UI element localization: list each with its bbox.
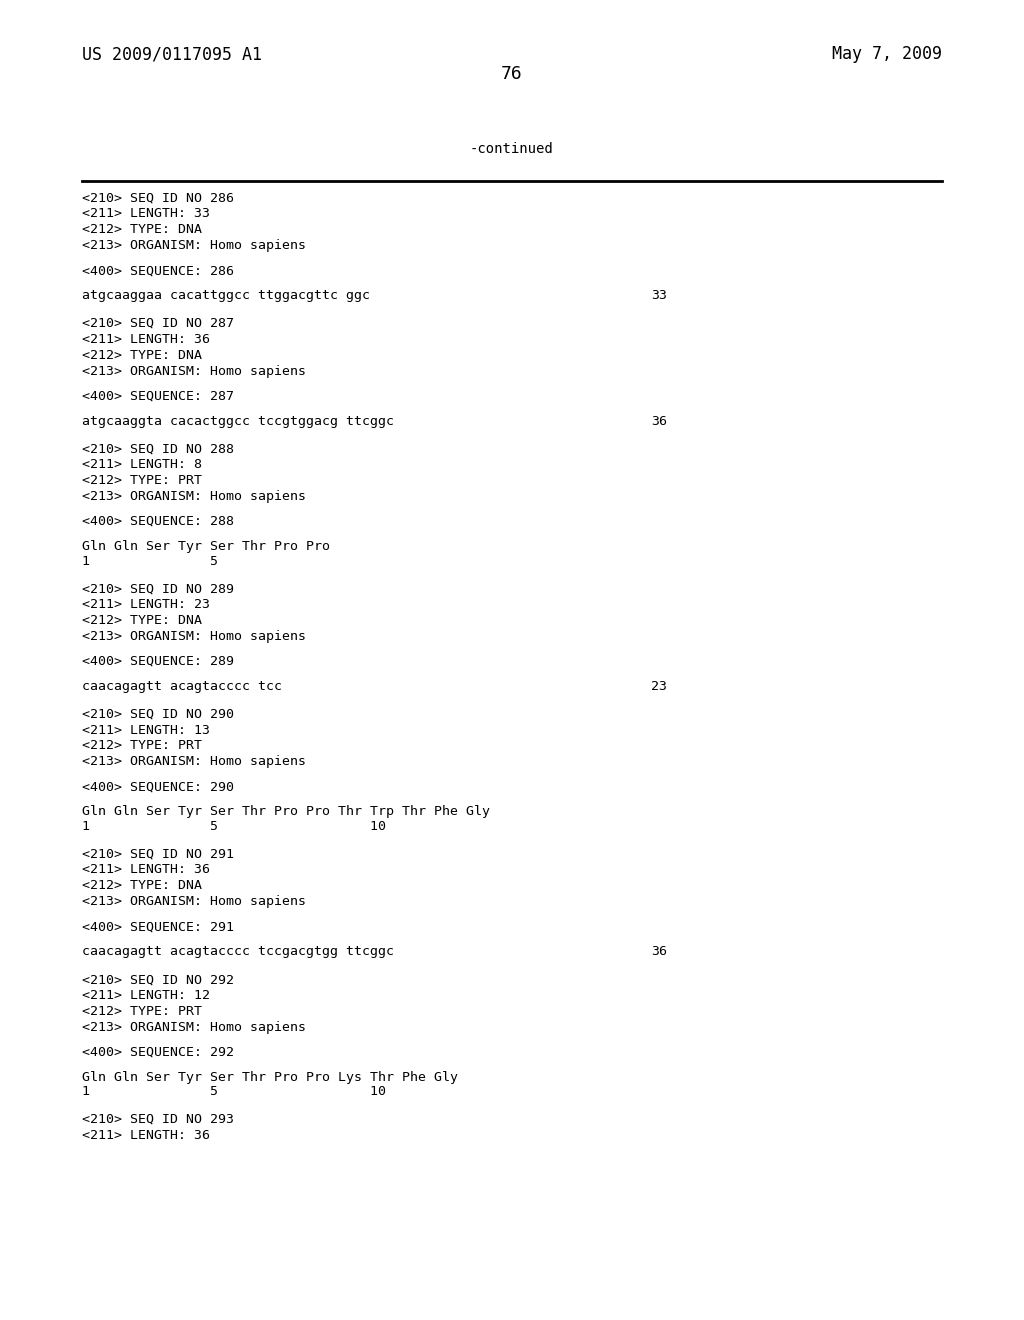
Text: Gln Gln Ser Tyr Ser Thr Pro Pro Lys Thr Phe Gly: Gln Gln Ser Tyr Ser Thr Pro Pro Lys Thr …: [82, 1071, 458, 1084]
Text: <400> SEQUENCE: 287: <400> SEQUENCE: 287: [82, 389, 233, 403]
Text: <400> SEQUENCE: 292: <400> SEQUENCE: 292: [82, 1045, 233, 1059]
Text: <213> ORGANISM: Homo sapiens: <213> ORGANISM: Homo sapiens: [82, 630, 306, 643]
Text: <212> TYPE: PRT: <212> TYPE: PRT: [82, 1005, 202, 1018]
Text: May 7, 2009: May 7, 2009: [833, 45, 942, 63]
Text: <212> TYPE: DNA: <212> TYPE: DNA: [82, 879, 202, 892]
Text: <212> TYPE: DNA: <212> TYPE: DNA: [82, 223, 202, 236]
Text: <210> SEQ ID NO 290: <210> SEQ ID NO 290: [82, 708, 233, 721]
Text: 33: 33: [651, 289, 668, 302]
Text: <211> LENGTH: 12: <211> LENGTH: 12: [82, 989, 210, 1002]
Text: <210> SEQ ID NO 286: <210> SEQ ID NO 286: [82, 191, 233, 205]
Text: <212> TYPE: PRT: <212> TYPE: PRT: [82, 739, 202, 752]
Text: <400> SEQUENCE: 288: <400> SEQUENCE: 288: [82, 515, 233, 528]
Text: 36: 36: [651, 414, 668, 428]
Text: <210> SEQ ID NO 287: <210> SEQ ID NO 287: [82, 317, 233, 330]
Text: Gln Gln Ser Tyr Ser Thr Pro Pro: Gln Gln Ser Tyr Ser Thr Pro Pro: [82, 540, 330, 553]
Text: 36: 36: [651, 945, 668, 958]
Text: <210> SEQ ID NO 293: <210> SEQ ID NO 293: [82, 1113, 233, 1126]
Text: <210> SEQ ID NO 292: <210> SEQ ID NO 292: [82, 973, 233, 986]
Text: <213> ORGANISM: Homo sapiens: <213> ORGANISM: Homo sapiens: [82, 239, 306, 252]
Text: <211> LENGTH: 23: <211> LENGTH: 23: [82, 598, 210, 611]
Text: <400> SEQUENCE: 290: <400> SEQUENCE: 290: [82, 780, 233, 793]
Text: <210> SEQ ID NO 289: <210> SEQ ID NO 289: [82, 582, 233, 595]
Text: <211> LENGTH: 36: <211> LENGTH: 36: [82, 1129, 210, 1142]
Text: atgcaaggaa cacattggcc ttggacgttc ggc: atgcaaggaa cacattggcc ttggacgttc ggc: [82, 289, 370, 302]
Text: caacagagtt acagtacccc tccgacgtgg ttcggc: caacagagtt acagtacccc tccgacgtgg ttcggc: [82, 945, 394, 958]
Text: atgcaaggta cacactggcc tccgtggacg ttcggc: atgcaaggta cacactggcc tccgtggacg ttcggc: [82, 414, 394, 428]
Text: 76: 76: [501, 65, 523, 83]
Text: 1               5                   10: 1 5 10: [82, 820, 386, 833]
Text: Gln Gln Ser Tyr Ser Thr Pro Pro Thr Trp Thr Phe Gly: Gln Gln Ser Tyr Ser Thr Pro Pro Thr Trp …: [82, 805, 489, 818]
Text: <400> SEQUENCE: 289: <400> SEQUENCE: 289: [82, 655, 233, 668]
Text: 1               5: 1 5: [82, 554, 218, 568]
Text: <400> SEQUENCE: 286: <400> SEQUENCE: 286: [82, 264, 233, 277]
Text: <213> ORGANISM: Homo sapiens: <213> ORGANISM: Homo sapiens: [82, 1020, 306, 1034]
Text: <211> LENGTH: 8: <211> LENGTH: 8: [82, 458, 202, 471]
Text: <400> SEQUENCE: 291: <400> SEQUENCE: 291: [82, 920, 233, 933]
Text: <210> SEQ ID NO 288: <210> SEQ ID NO 288: [82, 442, 233, 455]
Text: <211> LENGTH: 36: <211> LENGTH: 36: [82, 863, 210, 876]
Text: <213> ORGANISM: Homo sapiens: <213> ORGANISM: Homo sapiens: [82, 895, 306, 908]
Text: -continued: -continued: [470, 141, 554, 156]
Text: <211> LENGTH: 36: <211> LENGTH: 36: [82, 333, 210, 346]
Text: <212> TYPE: DNA: <212> TYPE: DNA: [82, 614, 202, 627]
Text: <213> ORGANISM: Homo sapiens: <213> ORGANISM: Homo sapiens: [82, 364, 306, 378]
Text: US 2009/0117095 A1: US 2009/0117095 A1: [82, 45, 262, 63]
Text: 1               5                   10: 1 5 10: [82, 1085, 386, 1098]
Text: <211> LENGTH: 13: <211> LENGTH: 13: [82, 723, 210, 737]
Text: caacagagtt acagtacccc tcc: caacagagtt acagtacccc tcc: [82, 680, 282, 693]
Text: <213> ORGANISM: Homo sapiens: <213> ORGANISM: Homo sapiens: [82, 755, 306, 768]
Text: <210> SEQ ID NO 291: <210> SEQ ID NO 291: [82, 847, 233, 861]
Text: <211> LENGTH: 33: <211> LENGTH: 33: [82, 207, 210, 220]
Text: <212> TYPE: PRT: <212> TYPE: PRT: [82, 474, 202, 487]
Text: <212> TYPE: DNA: <212> TYPE: DNA: [82, 348, 202, 362]
Text: 23: 23: [651, 680, 668, 693]
Text: <213> ORGANISM: Homo sapiens: <213> ORGANISM: Homo sapiens: [82, 490, 306, 503]
